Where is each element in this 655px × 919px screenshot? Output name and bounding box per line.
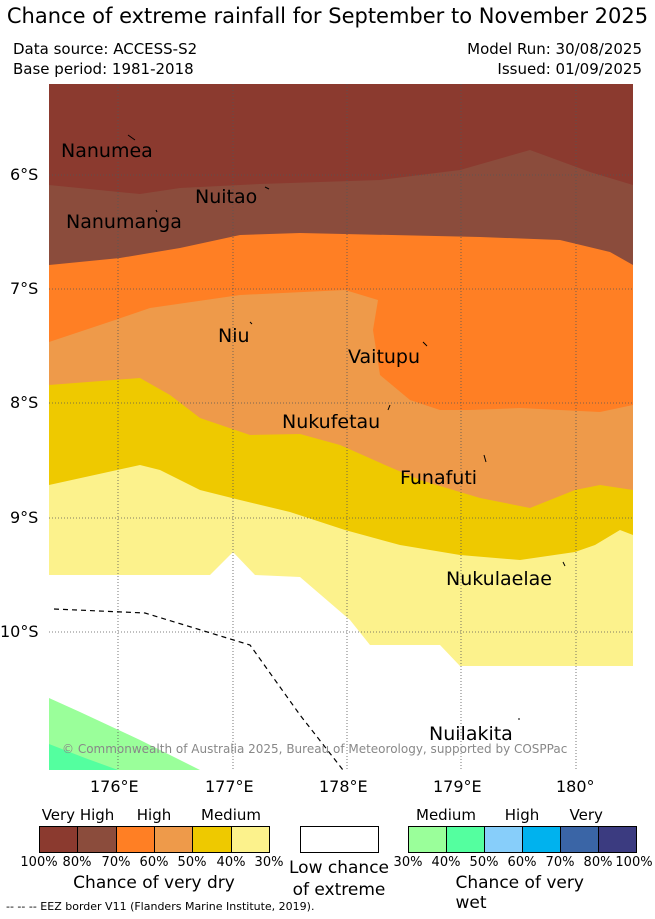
dry-percent: 60% <box>139 855 169 870</box>
wet-swatch-60-70 <box>522 826 561 853</box>
lat-tick: 7°S <box>10 279 39 298</box>
wet-swatch-30-40 <box>408 826 447 853</box>
low-chance-caption-line1: Low chance <box>289 858 389 878</box>
lat-tick: 8°S <box>10 393 39 412</box>
place-label: Nanumanga <box>66 211 182 233</box>
place-label: Vaitupu <box>348 346 421 368</box>
graticule <box>49 84 633 770</box>
eez-border <box>53 608 344 770</box>
dry-swatch-80-70 <box>77 826 117 853</box>
eez-footnote: -- -- -- EEZ border V11 (Flanders Marine… <box>6 900 315 913</box>
dry-percent: 50% <box>177 855 207 870</box>
dry-percent: 100% <box>20 855 58 870</box>
dry-category-label: Medium <box>201 806 261 824</box>
dry-category-label: Very High <box>41 806 115 824</box>
dry-swatch-70-60 <box>116 826 155 853</box>
zone-wet-40-50 <box>49 744 118 770</box>
low-chance-caption-line2: of extreme <box>292 880 386 900</box>
wet-swatch-40-50 <box>446 826 485 853</box>
lon-tick: 177°E <box>205 777 254 796</box>
wet-percent: 60% <box>507 855 537 870</box>
dry-swatch-100-80 <box>39 826 78 853</box>
wet-swatch-70-80 <box>560 826 599 853</box>
place-label: Nuitao <box>195 186 258 208</box>
dry-swatch-50-40 <box>192 826 232 853</box>
place-label: Nanumea <box>61 140 153 162</box>
issued-date: Issued: 01/09/2025 <box>497 60 642 78</box>
lon-tick: 178°E <box>319 777 368 796</box>
wet-percent: 100% <box>615 855 653 870</box>
data-source: Data source: ACCESS-S2 <box>13 40 198 58</box>
place-label: Nukulaelae <box>446 568 552 590</box>
dry-swatch-60-50 <box>154 826 193 853</box>
dry-category-label: High <box>136 806 172 824</box>
wet-swatch-50-60 <box>484 826 523 853</box>
wet-percent: 40% <box>431 855 461 870</box>
place-label: Niu <box>218 325 250 347</box>
dry-percent: 80% <box>62 855 92 870</box>
lon-tick: 180° <box>556 777 595 796</box>
place-label: Nuilakita <box>429 723 513 745</box>
lat-tick: 10°S <box>0 622 39 641</box>
wet-category-label: Medium <box>416 806 476 824</box>
island-marks <box>127 134 566 720</box>
dry-percent: 40% <box>216 855 246 870</box>
rainfall-map <box>49 84 633 770</box>
base-period: Base period: 1981-2018 <box>13 60 194 78</box>
dry-percent: 30% <box>254 855 284 870</box>
place-label: Nukufetau <box>282 411 381 433</box>
wet-percent: 30% <box>393 855 423 870</box>
model-run: Model Run: 30/08/2025 <box>467 40 642 58</box>
wet-category-label: High <box>504 806 540 824</box>
zone-dry-100-80 <box>49 84 633 194</box>
lon-tick: 179°E <box>433 777 482 796</box>
wet-caption: Chance of very wet <box>455 873 584 913</box>
low-chance-swatch <box>300 826 379 853</box>
place-label: Funafuti <box>400 467 478 489</box>
lat-tick: 6°S <box>10 165 39 184</box>
wet-swatch-80-100 <box>598 826 637 853</box>
dry-caption: Chance of very dry <box>73 873 235 893</box>
lon-tick: 176°E <box>90 777 139 796</box>
wet-percent: 50% <box>469 855 499 870</box>
lat-tick: 9°S <box>10 508 39 527</box>
wet-percent: 70% <box>545 855 575 870</box>
wet-percent: 80% <box>583 855 613 870</box>
zone-wet-30-40 <box>49 698 200 770</box>
map-title: Chance of extreme rainfall for September… <box>6 4 649 28</box>
dry-percent: 70% <box>101 855 131 870</box>
copyright-notice: © Commonwealth of Australia 2025, Bureau… <box>62 742 568 756</box>
dry-swatch-40-30 <box>231 826 270 853</box>
